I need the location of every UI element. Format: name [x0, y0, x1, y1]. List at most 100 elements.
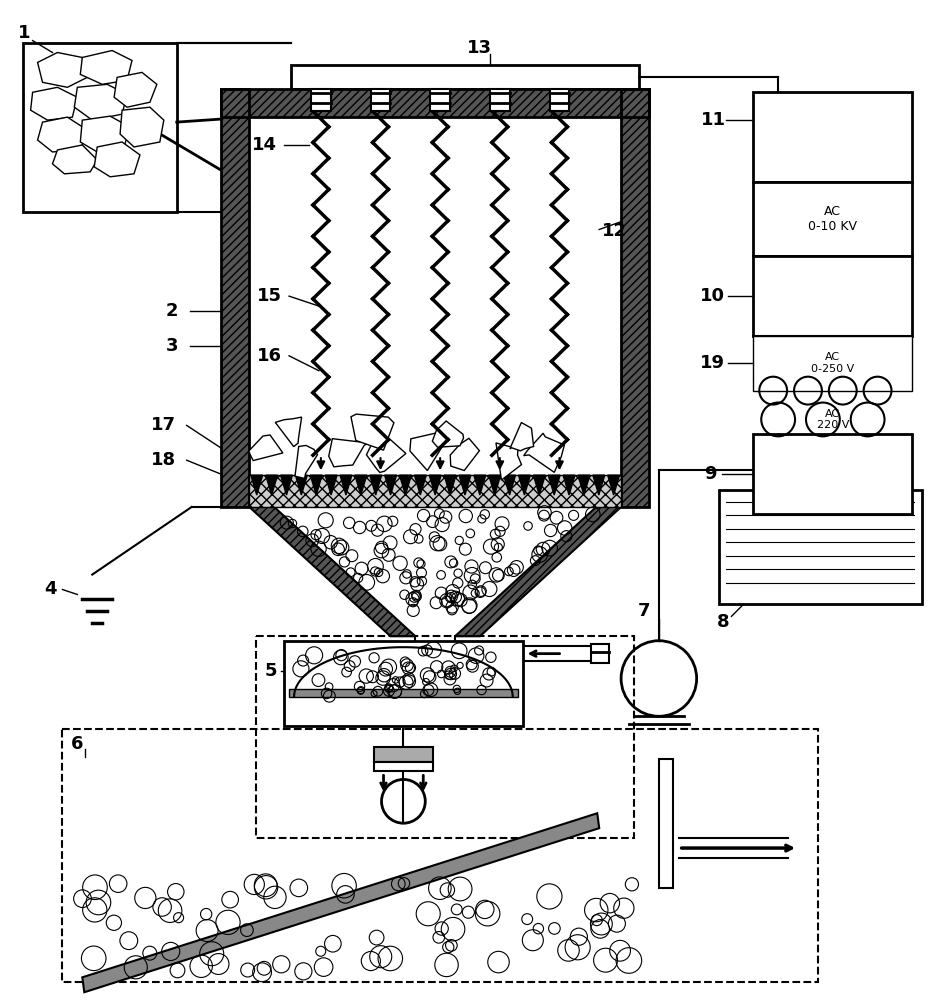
- Polygon shape: [489, 475, 501, 495]
- Polygon shape: [608, 475, 620, 495]
- Bar: [221, 89, 250, 507]
- Polygon shape: [367, 439, 406, 472]
- Bar: [63, 729, 818, 982]
- Bar: [621, 89, 649, 507]
- Bar: [221, 89, 649, 117]
- Bar: [310, 89, 331, 111]
- Polygon shape: [400, 475, 412, 495]
- Bar: [250, 475, 621, 507]
- Polygon shape: [444, 475, 456, 495]
- Polygon shape: [53, 145, 98, 174]
- Bar: [371, 89, 390, 111]
- Polygon shape: [38, 117, 87, 152]
- Bar: [550, 89, 569, 111]
- Polygon shape: [510, 423, 534, 451]
- Text: 13: 13: [467, 39, 492, 57]
- Polygon shape: [114, 72, 157, 107]
- Polygon shape: [534, 475, 545, 495]
- Polygon shape: [94, 142, 140, 177]
- Polygon shape: [548, 475, 560, 495]
- Polygon shape: [38, 52, 87, 87]
- Polygon shape: [83, 813, 599, 992]
- Polygon shape: [120, 107, 164, 147]
- Text: 1: 1: [19, 24, 31, 42]
- Text: 4: 4: [44, 580, 56, 598]
- Bar: [221, 89, 250, 507]
- Bar: [753, 182, 913, 256]
- Text: AC
0-250 V: AC 0-250 V: [811, 352, 855, 374]
- Polygon shape: [450, 438, 479, 470]
- Bar: [221, 89, 649, 117]
- Polygon shape: [310, 475, 322, 495]
- Polygon shape: [275, 417, 302, 447]
- Polygon shape: [250, 507, 416, 636]
- Bar: [23, 43, 176, 212]
- Text: 7: 7: [638, 602, 650, 620]
- Text: 9: 9: [704, 465, 717, 483]
- Text: 14: 14: [251, 136, 277, 154]
- Polygon shape: [455, 507, 621, 636]
- Text: 12: 12: [601, 223, 627, 240]
- Polygon shape: [325, 475, 337, 495]
- Polygon shape: [563, 475, 575, 495]
- Polygon shape: [280, 475, 293, 495]
- Polygon shape: [474, 475, 486, 495]
- Text: 18: 18: [151, 451, 176, 469]
- Bar: [250, 117, 621, 507]
- Polygon shape: [410, 433, 446, 471]
- Polygon shape: [355, 475, 367, 495]
- Polygon shape: [74, 84, 127, 120]
- Polygon shape: [295, 475, 308, 495]
- Text: 5: 5: [265, 662, 278, 680]
- Text: 6: 6: [71, 735, 83, 753]
- Bar: [753, 336, 913, 391]
- Text: 17: 17: [151, 416, 176, 434]
- Text: 19: 19: [700, 354, 725, 372]
- Polygon shape: [81, 51, 132, 84]
- Text: 8: 8: [718, 613, 730, 631]
- Bar: [591, 644, 609, 663]
- Bar: [373, 762, 433, 771]
- Text: 11: 11: [701, 111, 726, 129]
- Polygon shape: [415, 475, 426, 495]
- Bar: [284, 641, 522, 726]
- Polygon shape: [385, 475, 397, 495]
- Polygon shape: [265, 475, 278, 495]
- Polygon shape: [459, 475, 471, 495]
- Polygon shape: [578, 475, 590, 495]
- Bar: [658, 759, 673, 888]
- Polygon shape: [351, 414, 394, 450]
- Bar: [753, 434, 913, 514]
- Polygon shape: [496, 443, 522, 480]
- Bar: [753, 256, 913, 336]
- Polygon shape: [432, 421, 463, 447]
- Polygon shape: [370, 475, 382, 495]
- Bar: [431, 89, 450, 111]
- Text: 3: 3: [165, 337, 178, 355]
- Text: 15: 15: [257, 287, 281, 305]
- Polygon shape: [249, 435, 283, 461]
- Bar: [490, 89, 509, 111]
- Text: 10: 10: [700, 287, 725, 305]
- Bar: [291, 65, 639, 89]
- Polygon shape: [81, 116, 130, 152]
- Polygon shape: [340, 475, 352, 495]
- Bar: [753, 92, 913, 182]
- Polygon shape: [31, 87, 77, 120]
- Bar: [373, 747, 433, 762]
- Text: 2: 2: [165, 302, 178, 320]
- Bar: [719, 490, 922, 604]
- Bar: [256, 636, 634, 838]
- Text: 16: 16: [257, 347, 281, 365]
- Polygon shape: [328, 439, 369, 467]
- Bar: [621, 89, 649, 507]
- Polygon shape: [250, 475, 263, 495]
- Polygon shape: [523, 433, 565, 472]
- Polygon shape: [504, 475, 516, 495]
- Polygon shape: [430, 475, 441, 495]
- Text: AC
220 V: AC 220 V: [817, 409, 849, 430]
- Polygon shape: [519, 475, 530, 495]
- Polygon shape: [593, 475, 605, 495]
- Bar: [289, 689, 518, 697]
- Text: AC
0-10 KV: AC 0-10 KV: [809, 205, 857, 233]
